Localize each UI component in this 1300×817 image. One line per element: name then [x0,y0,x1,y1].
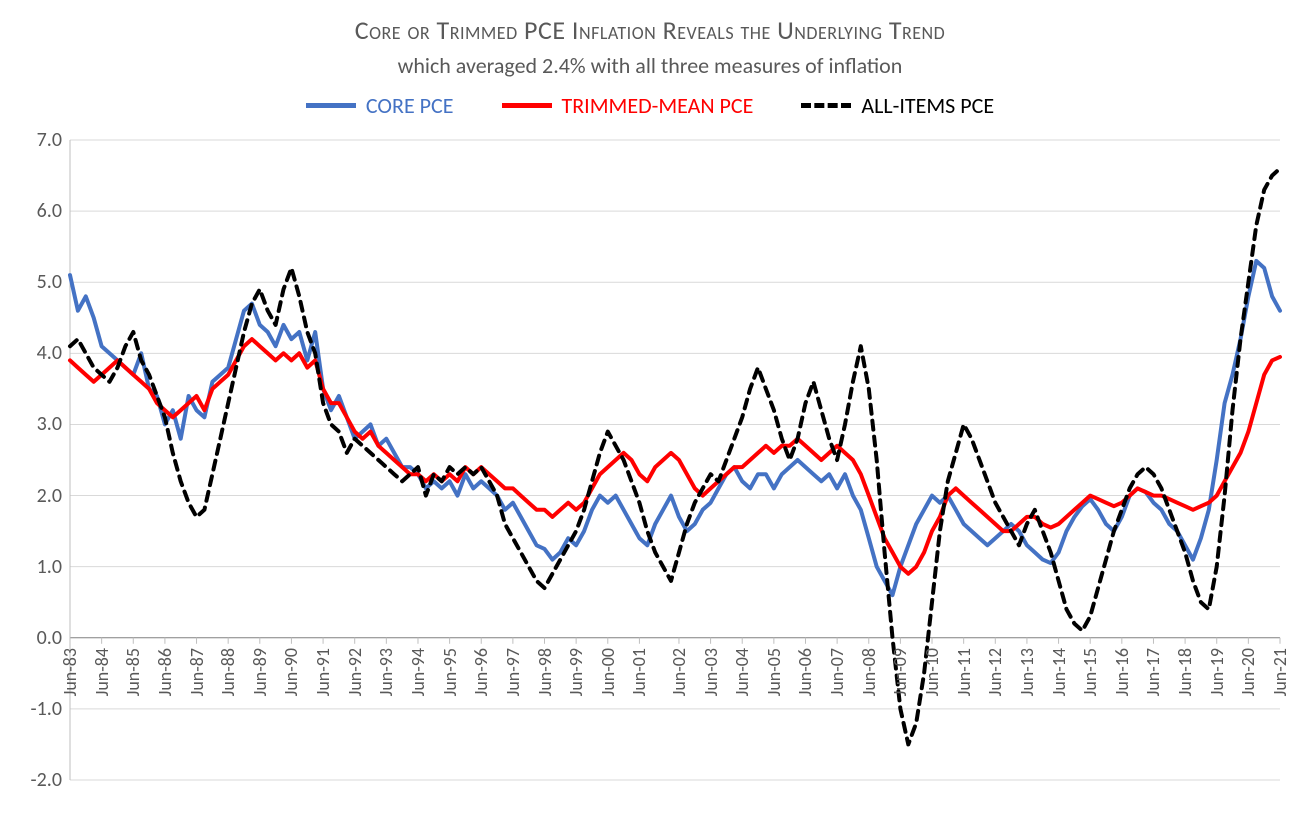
y-tick-label: -2.0 [12,768,62,792]
x-tick-label: Jun-93 [375,648,397,696]
x-tick-label: Jun-92 [344,648,366,696]
x-tick-label: Jun-03 [700,648,722,696]
x-tick-label: Jun-08 [858,648,880,696]
pce-inflation-chart: Core or Trimmed PCE Inflation Reveals th… [0,0,1300,817]
x-tick-label: Jun-99 [565,648,587,696]
x-tick-label: Jun-15 [1079,648,1101,696]
series-line [70,339,1280,574]
x-tick-label: Jun-07 [826,648,848,696]
y-tick-label: -1.0 [12,697,62,721]
y-tick-label: 4.0 [12,341,62,365]
y-tick-label: 3.0 [12,412,62,436]
x-tick-label: Jun-02 [668,648,690,696]
x-tick-label: Jun-11 [953,648,975,696]
x-tick-label: Jun-94 [407,648,429,696]
x-tick-label: Jun-98 [534,648,556,696]
x-tick-label: Jun-13 [1016,648,1038,696]
x-tick-label: Jun-14 [1048,648,1070,696]
x-tick-label: Jun-97 [502,648,524,696]
x-tick-label: Jun-18 [1174,648,1196,696]
x-tick-label: Jun-19 [1206,648,1228,696]
x-tick-label: Jun-86 [154,648,176,696]
x-tick-label: Jun-95 [439,648,461,696]
x-tick-label: Jun-89 [249,648,271,696]
x-tick-label: Jun-83 [59,648,81,696]
x-tick-label: Jun-00 [597,648,619,696]
y-tick-label: 6.0 [12,199,62,223]
x-tick-label: Jun-96 [470,648,492,696]
y-tick-label: 7.0 [12,128,62,152]
x-tick-label: Jun-17 [1142,648,1164,696]
y-tick-label: 5.0 [12,270,62,294]
x-tick-label: Jun-21 [1269,648,1291,696]
x-tick-label: Jun-87 [186,648,208,696]
x-tick-label: Jun-01 [628,648,650,696]
x-tick-label: Jun-04 [731,648,753,696]
x-tick-label: Jun-20 [1237,648,1259,696]
y-tick-label: 0.0 [12,626,62,650]
y-tick-label: 2.0 [12,484,62,508]
x-tick-label: Jun-90 [280,648,302,696]
x-tick-label: Jun-91 [312,648,334,696]
x-tick-label: Jun-84 [91,648,113,696]
x-tick-label: Jun-06 [794,648,816,696]
x-tick-label: Jun-16 [1111,648,1133,696]
x-tick-label: Jun-85 [122,648,144,696]
x-tick-label: Jun-12 [984,648,1006,696]
x-tick-label: Jun-10 [921,648,943,696]
x-tick-label: Jun-09 [889,648,911,696]
x-tick-label: Jun-05 [763,648,785,696]
y-tick-label: 1.0 [12,555,62,579]
x-tick-label: Jun-88 [217,648,239,696]
